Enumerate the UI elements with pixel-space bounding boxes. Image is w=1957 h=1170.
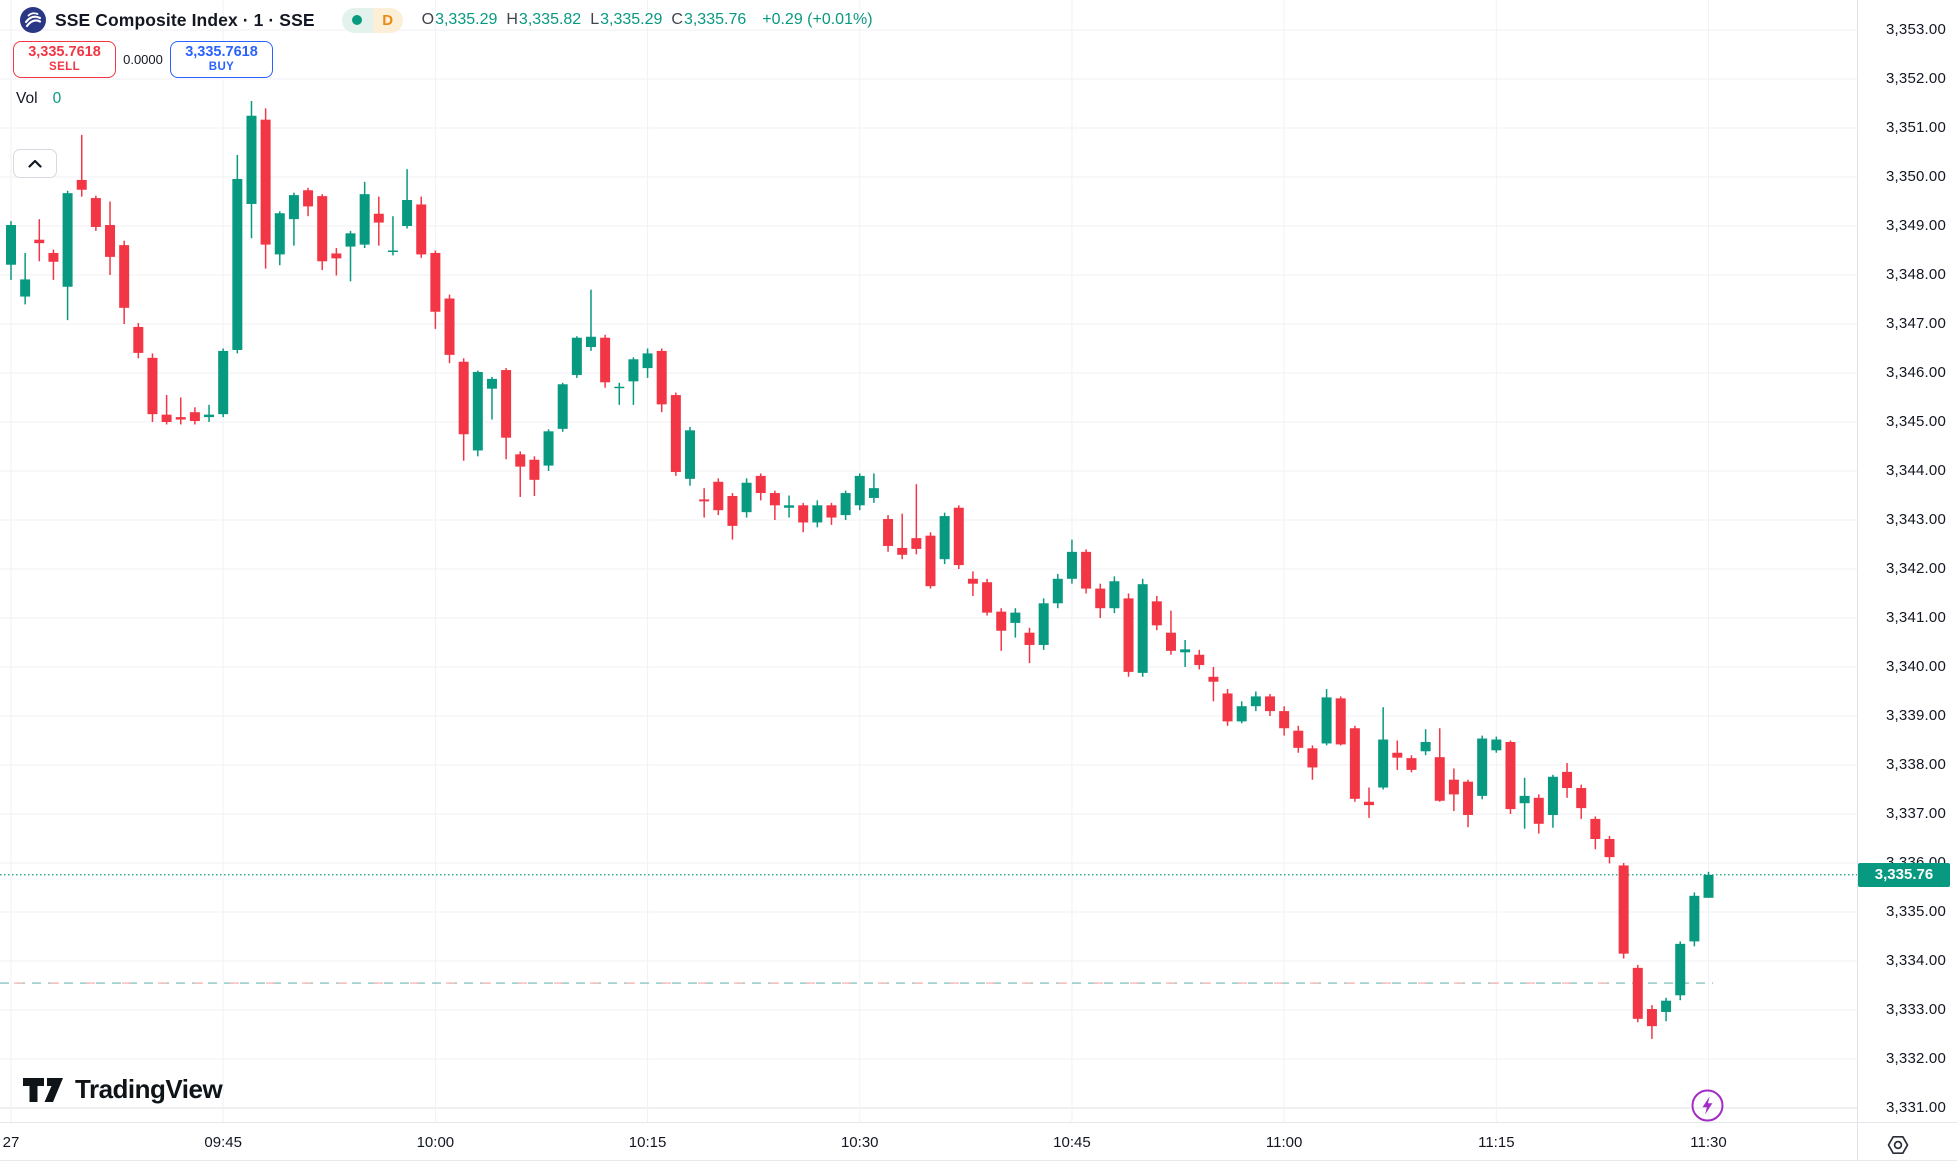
current-price-label: 3,335.76: [1858, 862, 1950, 887]
price-tick-label: 3,343.00: [1886, 511, 1946, 528]
volume-value: 0: [52, 90, 62, 107]
sse-exchange-logo-icon[interactable]: [20, 7, 46, 33]
lightning-icon: [1691, 1089, 1724, 1122]
price-tick-label: 3,332.00: [1886, 1050, 1946, 1067]
price-tick-label: 3,347.00: [1886, 315, 1946, 332]
price-tick-label: 3,335.00: [1886, 903, 1946, 920]
low-label: L: [590, 11, 600, 28]
price-tick-label: 3,333.00: [1886, 1001, 1946, 1018]
price-tick-label: 3,346.00: [1886, 364, 1946, 381]
price-tick-label: 3,351.00: [1886, 119, 1946, 136]
interval-badge[interactable]: D: [372, 7, 403, 33]
price-tick-label: 3,334.00: [1886, 952, 1946, 969]
tradingview-watermark[interactable]: TradingView: [22, 1074, 223, 1105]
time-tick-label: 10:30: [840, 1134, 879, 1151]
time-tick-label: 27: [2, 1134, 20, 1151]
sell-button[interactable]: 3,335.7618 SELL: [13, 41, 116, 78]
open-label: O: [421, 11, 435, 28]
high-value: 3,335.82: [518, 11, 582, 28]
price-change: +0.29 (+0.01%): [762, 11, 873, 28]
buy-price: 3,335.7618: [185, 43, 258, 60]
price-tick-label: 3,340.00: [1886, 658, 1946, 675]
time-tick-label: 10:45: [1053, 1134, 1091, 1151]
price-tick-label: 3,352.00: [1886, 70, 1946, 87]
ohlc-high: H 3,335.82: [506, 11, 581, 29]
gear-icon: [1887, 1135, 1909, 1155]
volume-legend: Vol 0: [16, 90, 61, 108]
time-tick-label: 10:15: [628, 1134, 667, 1151]
price-tick-label: 3,337.00: [1886, 805, 1946, 822]
settings-button[interactable]: [1886, 1133, 1910, 1157]
open-value: 3,335.29: [435, 11, 498, 28]
symbol-title[interactable]: SSE Composite Index · 1 · SSE: [55, 9, 315, 30]
ohlc-close: C 3,335.76: [671, 11, 746, 29]
price-tick-label: 3,345.00: [1886, 413, 1946, 430]
time-axis[interactable]: 27 09:45 10:00 10:15 10:30 10:45 11:00 11:15 11:…: [0, 1122, 1957, 1160]
time-axis-separator: [0, 1122, 1957, 1123]
price-tick-label: 3,331.00: [1886, 1099, 1946, 1116]
price-tick-label: 3,349.00: [1886, 217, 1946, 234]
price-tick-label: 3,339.00: [1886, 707, 1946, 724]
time-tick-label: 11:00: [1265, 1134, 1303, 1151]
time-tick-label: 09:45: [204, 1134, 242, 1151]
tradingview-logo-icon: [23, 1077, 63, 1102]
price-tick-label: 3,344.00: [1886, 462, 1946, 479]
sell-label: SELL: [49, 61, 80, 74]
price-tick-label: 3,342.00: [1886, 560, 1946, 577]
bottom-border: [0, 1160, 1957, 1161]
market-status-interval-badge[interactable]: D: [341, 7, 403, 33]
price-axis[interactable]: 3,331.00 3,332.00 3,333.00 3,334.00 3,335.00…: [1862, 0, 1952, 1122]
tradingview-logo-text: TradingView: [75, 1074, 223, 1104]
price-tick-label: 3,353.00: [1886, 21, 1946, 38]
collapse-pane-button[interactable]: [13, 149, 57, 178]
price-axis-separator: [1857, 0, 1858, 1160]
close-label: C: [671, 11, 683, 28]
market-open-dot-icon: [352, 15, 363, 25]
price-tick-label: 3,350.00: [1886, 168, 1946, 185]
sell-price: 3,335.7618: [28, 43, 101, 60]
low-value: 3,335.29: [600, 11, 663, 28]
ohlc-low: L 3,335.29: [590, 11, 662, 29]
price-tick-label: 3,338.00: [1886, 756, 1946, 773]
symbol-header: SSE Composite Index · 1 · SSE D O 3,335.…: [20, 7, 873, 33]
time-tick-label: 11:30: [1690, 1134, 1727, 1151]
spread-value: 0.0000: [123, 52, 163, 67]
buy-button[interactable]: 3,335.7618 BUY: [170, 41, 273, 78]
high-label: H: [506, 11, 518, 28]
flash-trade-button[interactable]: [1691, 1089, 1724, 1122]
buy-label: BUY: [208, 61, 235, 74]
time-tick-label: 11:15: [1478, 1134, 1515, 1151]
time-tick-label: 10:00: [416, 1134, 455, 1151]
close-value: 3,335.76: [683, 11, 747, 28]
market-status-dot-segment: [341, 7, 373, 33]
trade-panel: 3,335.7618 SELL 0.0000 3,335.7618 BUY: [13, 41, 273, 78]
ohlc-open: O 3,335.29: [422, 11, 498, 29]
price-tick-label: 3,341.00: [1886, 609, 1946, 626]
price-tick-label: 3,348.00: [1886, 266, 1946, 283]
volume-label[interactable]: Vol: [16, 90, 38, 107]
ohlc-readout: O 3,335.29 H 3,335.82 L 3,335.29 C 3,335…: [422, 11, 873, 29]
chevron-up-icon: [28, 159, 42, 168]
